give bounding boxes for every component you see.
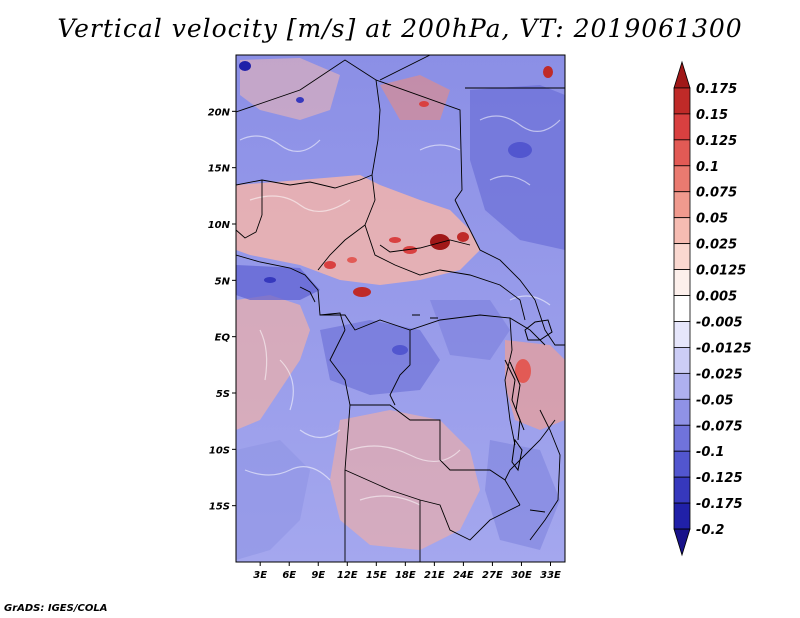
colorbar-swatch xyxy=(673,139,691,167)
credit-label: GrADS: IGES/COLA xyxy=(4,603,108,614)
colorbar-swatch xyxy=(673,450,691,478)
colorbar-level-label: -0.2 xyxy=(696,523,724,538)
lat-tick-label: 5N xyxy=(215,276,231,287)
colorbar-level-label: -0.0125 xyxy=(696,341,752,356)
negative-region-northeast xyxy=(470,85,565,250)
lat-tick-label: 10N xyxy=(208,220,231,231)
lat-tick-label: 15S xyxy=(209,502,230,513)
colorbar-level-label: 0.0125 xyxy=(696,264,746,279)
positive-region-north xyxy=(240,58,340,120)
colorbar-level-label: 0.005 xyxy=(696,290,737,305)
colorbar-level-label: -0.1 xyxy=(696,445,724,460)
colorbar-level-label: 0.05 xyxy=(696,212,728,227)
colorbar-swatch xyxy=(673,217,691,245)
lat-tick-label: 20N xyxy=(208,107,231,118)
lat-tick-label: 15N xyxy=(208,164,231,175)
colorbar-swatch xyxy=(673,269,691,296)
lon-tick-label: 6E xyxy=(282,570,296,581)
colorbar-level-label: -0.05 xyxy=(696,393,733,408)
colorbar-level-label: -0.175 xyxy=(696,497,743,512)
lon-tick-label: 9E xyxy=(311,570,325,581)
lat-tick-label: 10S xyxy=(209,445,230,456)
colorbar-level-label: -0.005 xyxy=(696,315,743,330)
colorbar-swatch xyxy=(673,528,691,557)
colorbar-swatch xyxy=(673,424,691,452)
colorbar-level-label: 0.025 xyxy=(696,238,737,253)
lon-tick-label: 30E xyxy=(511,570,532,581)
colorbar-level-label: 0.15 xyxy=(696,108,728,123)
lat-tick-label: 5S xyxy=(216,389,230,400)
lon-tick-label: 12E xyxy=(337,570,358,581)
colorbar-swatch xyxy=(673,243,691,270)
colorbar-swatch xyxy=(673,347,691,374)
longitude-axis: 3E 6E 9E 12E 15E 18E 21E 24E 27E 30E 33E xyxy=(253,562,561,581)
positive-region-atlantic xyxy=(236,295,310,430)
map-frame xyxy=(235,54,566,563)
map-title: Vertical velocity [m/s] at 200hPa, VT: 2… xyxy=(57,14,743,43)
lat-tick-label: EQ xyxy=(215,333,231,344)
colorbar-level-label: 0.125 xyxy=(696,134,737,149)
colorbar-swatch xyxy=(673,60,691,89)
colorbar-swatch xyxy=(673,87,691,115)
colorbar-swatch xyxy=(673,372,691,400)
lon-tick-label: 27E xyxy=(482,570,503,581)
lon-tick-label: 24E xyxy=(453,570,474,581)
colorbar-swatch xyxy=(673,191,691,219)
colorbar-level-label: -0.075 xyxy=(696,419,743,434)
latitude-axis: 20N 15N 10N 5N EQ 5S 10S 15S xyxy=(208,107,236,513)
lon-tick-label: 33E xyxy=(540,570,561,581)
lon-tick-label: 15E xyxy=(366,570,387,581)
colorbar-level-label: -0.025 xyxy=(696,367,743,382)
colorbar-swatch xyxy=(673,476,691,504)
colorbar-swatch xyxy=(673,295,691,322)
lon-tick-label: 18E xyxy=(395,570,416,581)
colorbar-level-label: 0.1 xyxy=(696,160,719,175)
positive-region-south xyxy=(330,410,480,550)
colorbar-swatch xyxy=(673,113,691,141)
colorbar-level-label: 0.075 xyxy=(696,186,737,201)
field-plot-area xyxy=(236,55,565,562)
colorbar: 0.175 0.15 0.125 0.1 0.075 0.05 0.025 0.0125 0.0… xyxy=(673,60,752,557)
negative-region-gulf xyxy=(236,265,320,300)
colorbar-swatch xyxy=(673,502,691,530)
colorbar-level-label: -0.125 xyxy=(696,471,743,486)
colorbar-swatch xyxy=(673,398,691,426)
colorbar-swatch xyxy=(673,165,691,193)
coastlines xyxy=(412,314,553,513)
lon-tick-label: 3E xyxy=(253,570,267,581)
colorbar-level-label: 0.175 xyxy=(696,82,737,97)
lon-tick-label: 21E xyxy=(424,570,445,581)
colorbar-swatch xyxy=(673,321,691,348)
